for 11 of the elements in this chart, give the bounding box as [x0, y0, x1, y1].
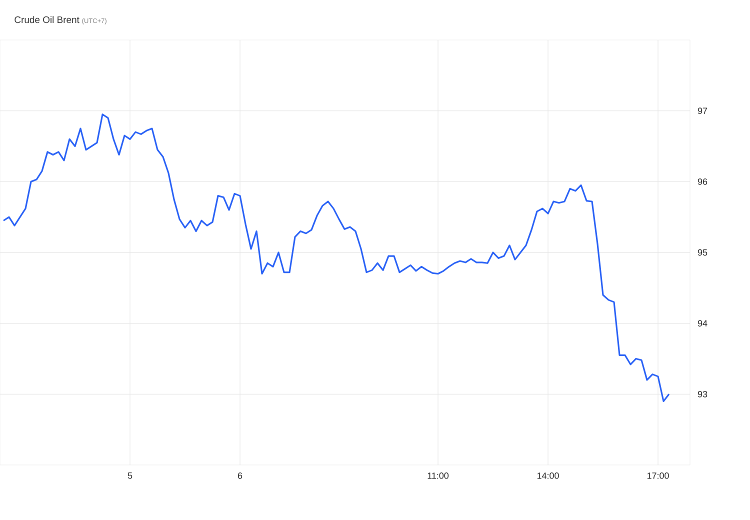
- x-tick-label: 6: [238, 472, 242, 479]
- y-tick-label: 94: [698, 320, 708, 326]
- x-tick-label: 14:00: [537, 472, 559, 479]
- x-tick-label: 17:00: [647, 472, 669, 479]
- y-tick-label: 95: [698, 249, 708, 256]
- x-tick-label: 5: [128, 472, 132, 479]
- y-tick-label: 97: [698, 108, 708, 114]
- y-tick-label: 96: [698, 178, 708, 185]
- chart-title: Crude Oil Brent: [14, 16, 80, 24]
- y-tick-label: 93: [698, 390, 708, 398]
- x-tick-label: 11:00: [428, 472, 449, 479]
